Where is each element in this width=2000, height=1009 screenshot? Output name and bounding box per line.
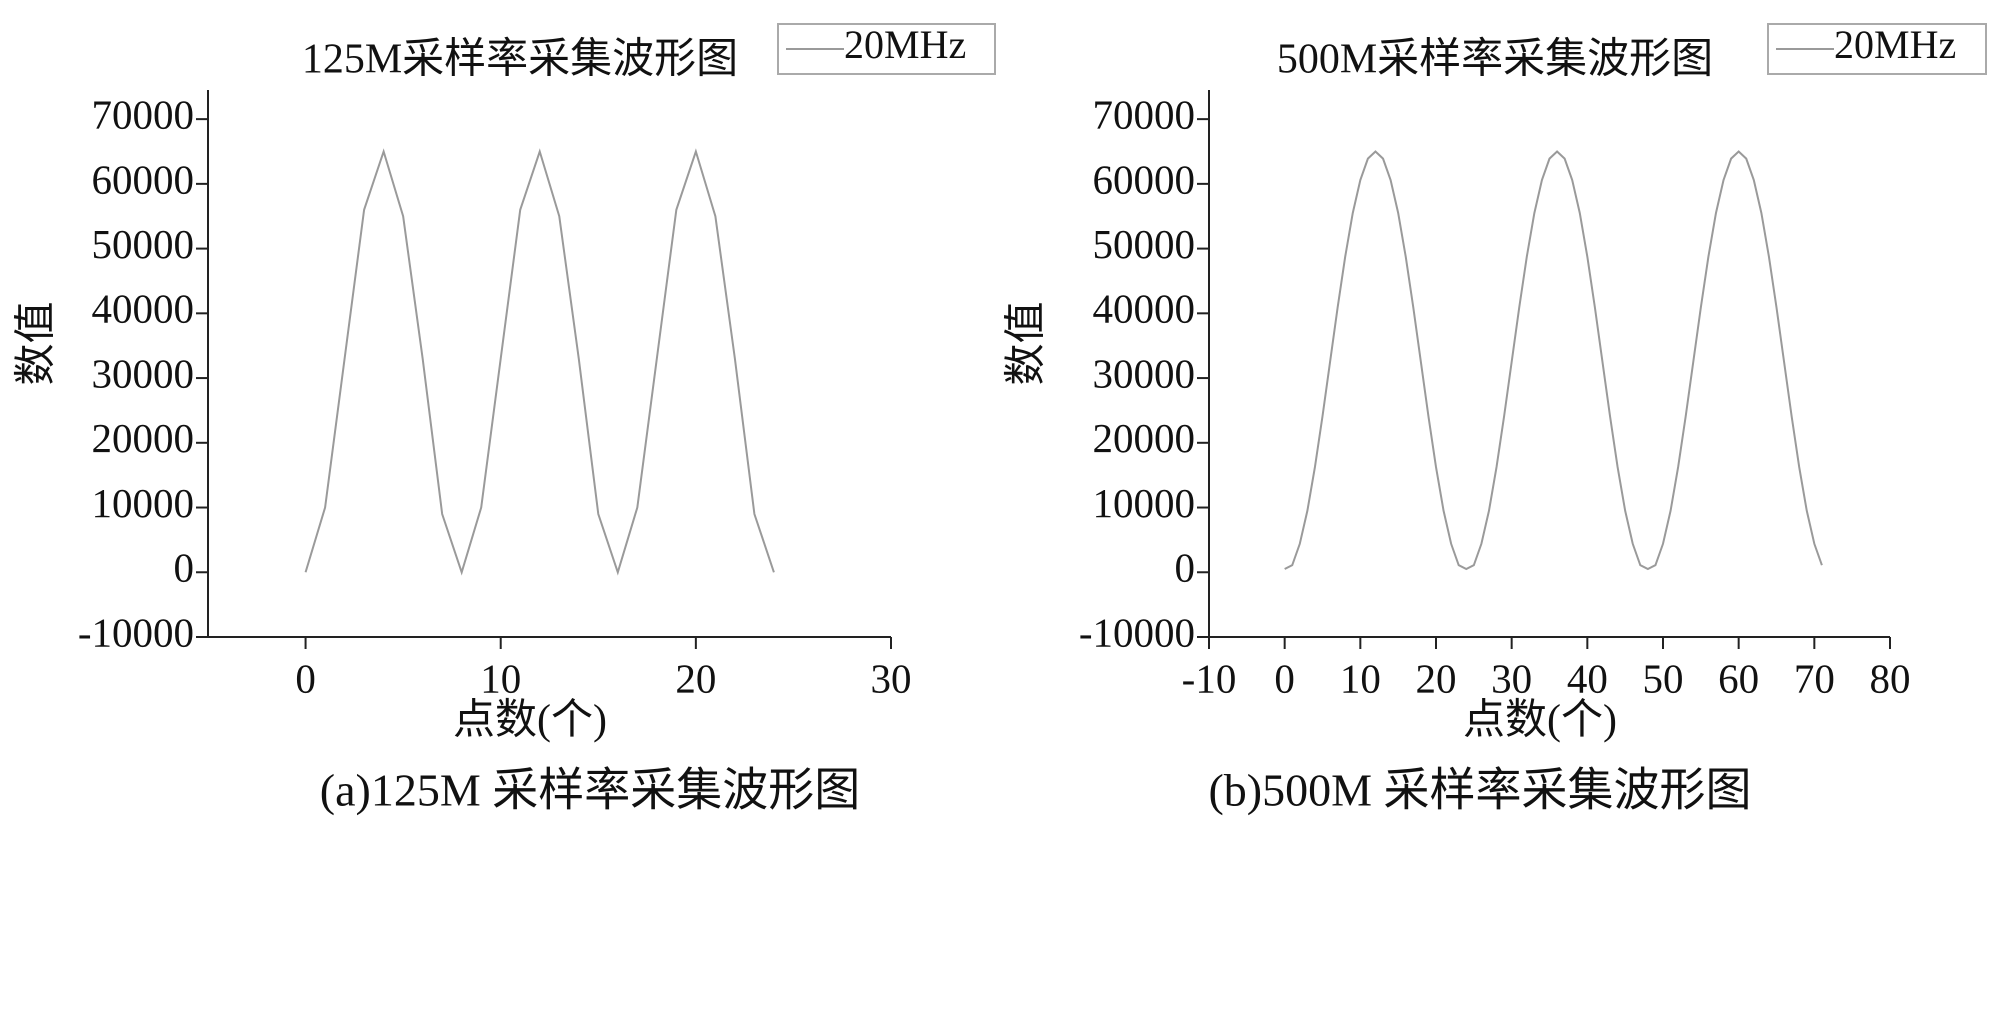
legend-label: 20MHz bbox=[844, 22, 966, 67]
y-tick-label: 30000 bbox=[1093, 350, 1196, 396]
y-tick-label: 0 bbox=[174, 545, 195, 591]
x-tick-label: 20 bbox=[1416, 655, 1457, 701]
x-tick-label: 10 bbox=[480, 655, 521, 701]
y-tick-label: 40000 bbox=[92, 286, 195, 332]
y-tick-label: 70000 bbox=[1093, 92, 1196, 138]
y-tick-label: 0 bbox=[1175, 545, 1196, 591]
y-tick-label: 20000 bbox=[1093, 415, 1196, 461]
x-tick-label: 80 bbox=[1870, 655, 1911, 701]
y-tick-label: 10000 bbox=[92, 480, 195, 526]
y-tick-label: 50000 bbox=[92, 221, 195, 267]
x-tick-label: 20 bbox=[675, 655, 716, 701]
data-line bbox=[304, 148, 775, 576]
x-tick-label: 0 bbox=[1274, 655, 1295, 701]
x-tick-label: -10 bbox=[1182, 655, 1237, 701]
y-tick-label: 20000 bbox=[92, 415, 195, 461]
y-tick-label: -10000 bbox=[1079, 609, 1195, 655]
x-tick-label: 10 bbox=[1340, 655, 1381, 701]
y-axis-label: 数值 bbox=[14, 301, 60, 385]
y-tick-label: -10000 bbox=[78, 609, 194, 655]
x-tick-label: 70 bbox=[1794, 655, 1835, 701]
caption: (b)500M 采样率采集波形图 bbox=[1208, 765, 1751, 816]
x-tick-label: 30 bbox=[871, 655, 912, 701]
chart: -100000100002000030000400005000060000700… bbox=[1004, 22, 1987, 816]
y-axis-label: 数值 bbox=[1004, 301, 1050, 385]
y-tick-label: 30000 bbox=[92, 350, 195, 396]
x-tick-label: 50 bbox=[1643, 655, 1684, 701]
x-tick-label: 0 bbox=[295, 655, 316, 701]
x-tick-label: 40 bbox=[1567, 655, 1608, 701]
caption: (a)125M 采样率采集波形图 bbox=[320, 765, 860, 816]
data-line bbox=[1284, 150, 1823, 571]
chart-title: 125M采样率采集波形图 bbox=[302, 36, 738, 83]
chart: -10000 0 10000 20000 30000 40000 50000 60000 700… bbox=[14, 22, 996, 816]
y-tick-label: 50000 bbox=[1093, 221, 1196, 267]
legend-label: 20MHz bbox=[1834, 22, 1956, 67]
x-axis-label: 点数(个) bbox=[453, 698, 607, 744]
y-tick-label: 60000 bbox=[92, 156, 195, 202]
y-tick-label: 70000 bbox=[92, 92, 195, 138]
chart-title: 500M采样率采集波形图 bbox=[1277, 36, 1713, 83]
y-tick-label: 60000 bbox=[1093, 156, 1196, 202]
x-tick-label: 60 bbox=[1718, 655, 1759, 701]
x-tick-label: 30 bbox=[1491, 655, 1532, 701]
y-tick-label: 10000 bbox=[1093, 480, 1196, 526]
y-tick-label: 40000 bbox=[1093, 286, 1196, 332]
x-axis-label: 点数(个) bbox=[1463, 698, 1617, 744]
